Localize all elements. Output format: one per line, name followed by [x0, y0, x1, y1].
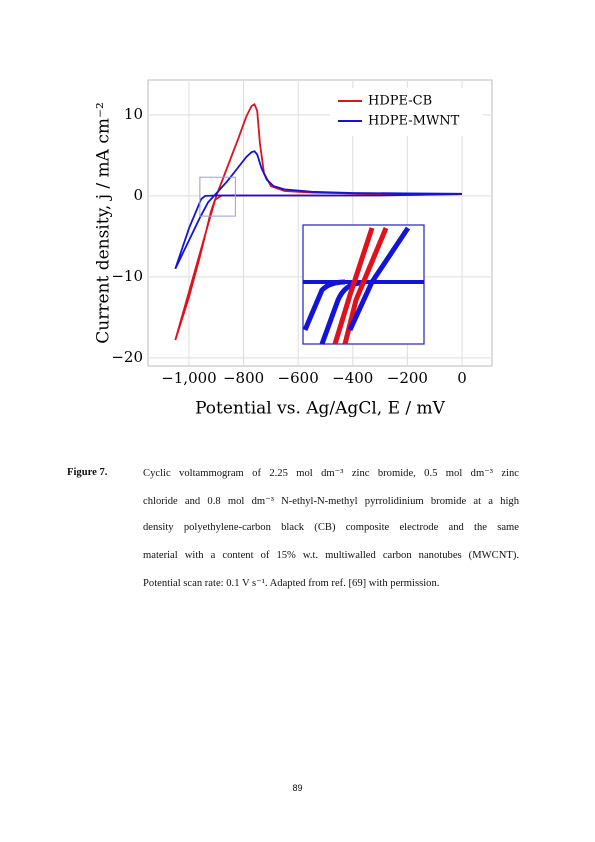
zoom-region: [199, 176, 236, 217]
x-tick-label: 0: [457, 369, 467, 387]
figure-label: Figure 7.: [67, 467, 108, 478]
inset: [302, 224, 425, 345]
y-axis-label: Current density, j / mA cm⁻²: [94, 102, 114, 344]
curves: [174, 103, 463, 341]
y-tick-label: 0: [133, 186, 143, 204]
x-tick-label: −600: [278, 369, 319, 387]
caption-line: chloride and 0.8 mol dm⁻³ N-ethyl-N-meth…: [143, 495, 519, 507]
legend-label: HDPE-CB: [368, 94, 432, 109]
caption-line: Potential scan rate: 0.1 V s⁻¹. Adapted …: [143, 578, 440, 589]
y-tick-label: 10: [124, 105, 143, 123]
legend: HDPE-CB HDPE-MWNT: [330, 88, 483, 136]
inset-line: [319, 280, 361, 345]
inset-line: [302, 279, 346, 331]
caption-line: material with a content of 15% w.t. mult…: [143, 549, 519, 561]
x-tick-label: −1,000: [161, 369, 217, 387]
x-tick-label: −400: [332, 369, 373, 387]
caption-line: Cyclic voltammogram of 2.25 mol dm⁻³ zin…: [143, 468, 519, 479]
series-line: [174, 150, 463, 270]
caption-line: density polyethylene-carbon black (CB) c…: [143, 522, 519, 533]
x-axis-label: Potential vs. Ag/AgCl, E / mV: [195, 399, 446, 419]
inset-line: [332, 227, 375, 345]
chart: HDPE-CB HDPE-MWNT Potential vs. Ag/AgCl, …: [94, 79, 493, 419]
y-tick-label: −10: [111, 267, 143, 285]
x-tick-label: −800: [223, 369, 264, 387]
legend-label: HDPE-MWNT: [368, 114, 460, 129]
x-tick-label: −200: [387, 369, 428, 387]
series-line: [174, 103, 463, 341]
page-number: 89: [292, 783, 303, 793]
y-tick-label: −20: [111, 348, 143, 366]
inset-line: [347, 226, 411, 332]
legend-box: [330, 88, 483, 136]
